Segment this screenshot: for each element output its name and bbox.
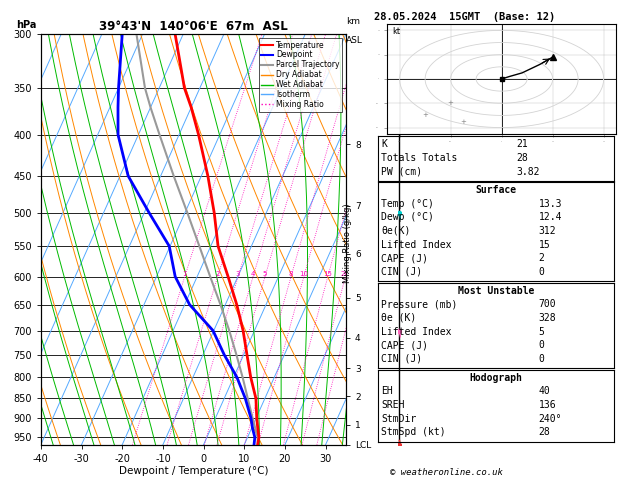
Text: 3.82: 3.82 [516, 167, 540, 177]
Text: 328: 328 [538, 313, 556, 323]
Text: 700: 700 [538, 299, 556, 310]
Text: PW (cm): PW (cm) [381, 167, 422, 177]
Text: Dewp (°C): Dewp (°C) [381, 212, 434, 223]
Text: 15: 15 [538, 240, 550, 250]
Text: CAPE (J): CAPE (J) [381, 253, 428, 263]
Text: Lifted Index: Lifted Index [381, 240, 452, 250]
Text: θe(K): θe(K) [381, 226, 411, 236]
Text: 3: 3 [236, 271, 240, 277]
Text: Mixing Ratio (g/kg): Mixing Ratio (g/kg) [343, 203, 352, 283]
Text: CIN (J): CIN (J) [381, 267, 422, 277]
Text: 20: 20 [341, 271, 350, 277]
Text: 28: 28 [516, 153, 528, 163]
Text: 0: 0 [538, 340, 544, 350]
Text: Lifted Index: Lifted Index [381, 327, 452, 337]
Text: Hodograph: Hodograph [469, 373, 523, 383]
Text: hPa: hPa [16, 20, 37, 30]
Text: EH: EH [381, 386, 393, 397]
Text: +: + [448, 100, 454, 106]
Title: 39°43'N  140°06'E  67m  ASL: 39°43'N 140°06'E 67m ASL [99, 20, 288, 33]
Text: 8: 8 [289, 271, 293, 277]
Text: Surface: Surface [476, 185, 516, 195]
Text: 5: 5 [538, 327, 544, 337]
Text: θe (K): θe (K) [381, 313, 416, 323]
Text: K: K [381, 139, 387, 150]
Text: StmSpd (kt): StmSpd (kt) [381, 427, 446, 437]
X-axis label: Dewpoint / Temperature (°C): Dewpoint / Temperature (°C) [119, 467, 268, 476]
Text: CIN (J): CIN (J) [381, 354, 422, 364]
Text: +: + [460, 119, 466, 124]
Text: kt: kt [392, 27, 400, 36]
Text: 15: 15 [323, 271, 332, 277]
Text: 2: 2 [216, 271, 220, 277]
Text: +: + [422, 112, 428, 119]
Text: 10: 10 [299, 271, 308, 277]
Text: Totals Totals: Totals Totals [381, 153, 457, 163]
Text: Temp (°C): Temp (°C) [381, 199, 434, 209]
Text: 4: 4 [251, 271, 255, 277]
Text: StmDir: StmDir [381, 414, 416, 424]
Text: 13.3: 13.3 [538, 199, 562, 209]
Text: 1: 1 [182, 271, 187, 277]
Text: SREH: SREH [381, 400, 404, 410]
Text: © weatheronline.co.uk: © weatheronline.co.uk [390, 468, 503, 477]
Text: 136: 136 [538, 400, 556, 410]
Text: 40: 40 [538, 386, 550, 397]
Text: 28: 28 [538, 427, 550, 437]
Text: 5: 5 [263, 271, 267, 277]
Text: 240°: 240° [538, 414, 562, 424]
Text: Pressure (mb): Pressure (mb) [381, 299, 457, 310]
Text: 21: 21 [516, 139, 528, 150]
Legend: Temperature, Dewpoint, Parcel Trajectory, Dry Adiabat, Wet Adiabat, Isotherm, Mi: Temperature, Dewpoint, Parcel Trajectory… [259, 38, 342, 112]
Text: 0: 0 [538, 354, 544, 364]
Text: Most Unstable: Most Unstable [458, 286, 534, 296]
Text: CAPE (J): CAPE (J) [381, 340, 428, 350]
Text: 0: 0 [538, 267, 544, 277]
Text: ASL: ASL [346, 36, 363, 45]
Text: km: km [346, 17, 360, 26]
Text: 12.4: 12.4 [538, 212, 562, 223]
Text: 2: 2 [538, 253, 544, 263]
Text: 312: 312 [538, 226, 556, 236]
Text: 28.05.2024  15GMT  (Base: 12): 28.05.2024 15GMT (Base: 12) [374, 12, 555, 22]
